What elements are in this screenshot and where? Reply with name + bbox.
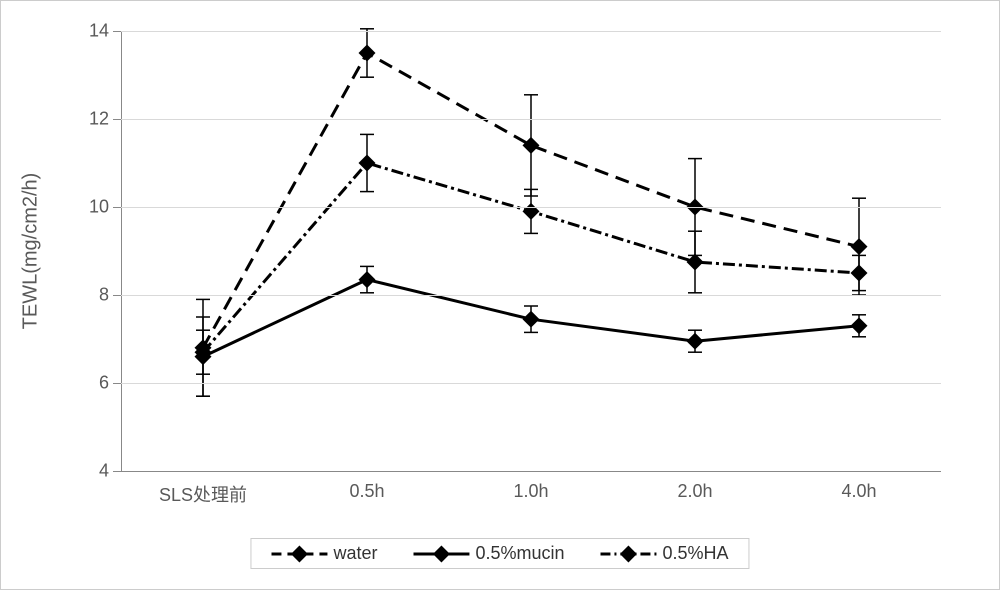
x-tick-label: 2.0h <box>613 481 777 502</box>
data-marker <box>359 155 376 172</box>
gridline <box>121 207 941 208</box>
y-tick-label: 14 <box>69 21 109 42</box>
legend-item: 0.5%mucin <box>413 543 564 564</box>
y-tick-label: 12 <box>69 109 109 130</box>
plot-area <box>121 31 941 472</box>
legend-item: water <box>271 543 377 564</box>
y-tick-label: 10 <box>69 197 109 218</box>
chart-svg <box>121 21 941 491</box>
data-marker <box>523 203 540 220</box>
legend-label: water <box>333 543 377 564</box>
y-tick <box>113 119 121 120</box>
data-marker <box>359 271 376 288</box>
y-tick <box>113 383 121 384</box>
x-tick-label: 4.0h <box>777 481 941 502</box>
legend-swatch-water <box>271 545 327 563</box>
legend-label: 0.5%HA <box>663 543 729 564</box>
y-tick-label: 8 <box>69 285 109 306</box>
data-marker <box>523 137 540 154</box>
data-marker <box>851 265 868 282</box>
gridline <box>121 383 941 384</box>
legend-item: 0.5%HA <box>601 543 729 564</box>
y-axis-title: TEWL(mg/cm2/h) <box>20 173 43 330</box>
gridline <box>121 295 941 296</box>
y-tick <box>113 207 121 208</box>
y-tick-label: 6 <box>69 373 109 394</box>
y-tick <box>113 295 121 296</box>
x-tick-label: SLS处理前 <box>121 481 285 507</box>
chart-frame: TEWL(mg/cm2/h) water 0.5%mucin 0.5%HA 4 6… <box>0 0 1000 590</box>
x-tick-label: 1.0h <box>449 481 613 502</box>
legend: water 0.5%mucin 0.5%HA <box>250 538 749 569</box>
legend-label: 0.5%mucin <box>475 543 564 564</box>
y-tick-label: 4 <box>69 461 109 482</box>
data-marker <box>523 311 540 328</box>
data-marker <box>851 317 868 334</box>
y-tick <box>113 471 121 472</box>
data-marker <box>687 333 704 350</box>
y-tick <box>113 31 121 32</box>
gridline <box>121 119 941 120</box>
legend-swatch-ha <box>601 545 657 563</box>
data-marker <box>359 45 376 62</box>
data-marker <box>851 238 868 255</box>
legend-swatch-mucin <box>413 545 469 563</box>
x-tick-label: 0.5h <box>285 481 449 502</box>
gridline <box>121 31 941 32</box>
